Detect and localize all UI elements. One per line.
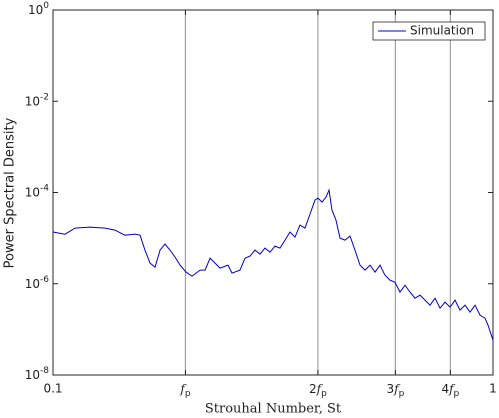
x-tick-label: fp — [179, 382, 190, 399]
x-tick-label: 2fp — [309, 382, 327, 399]
y-tick-label: 10-4 — [25, 183, 50, 199]
x-tick-label: 3fp — [386, 382, 404, 399]
legend-label: Simulation — [410, 24, 474, 38]
x-axis-label: Strouhal Number, St — [205, 402, 342, 417]
y-axis-label: Power Spectral Density — [3, 117, 18, 268]
y-tick-label: 10-6 — [25, 274, 50, 290]
y-tick-label: 10-8 — [25, 366, 50, 382]
x-tick-label: 4fp — [441, 382, 459, 399]
y-tick-label: 100 — [28, 1, 49, 17]
data-line — [52, 188, 494, 341]
legend: Simulation — [372, 21, 486, 41]
x-tick-label: 1 — [489, 382, 497, 396]
y-tick-label: 10-2 — [25, 92, 49, 108]
x-tick-label: 0.1 — [43, 382, 62, 396]
plot-area — [52, 9, 494, 376]
legend-box — [372, 21, 486, 41]
